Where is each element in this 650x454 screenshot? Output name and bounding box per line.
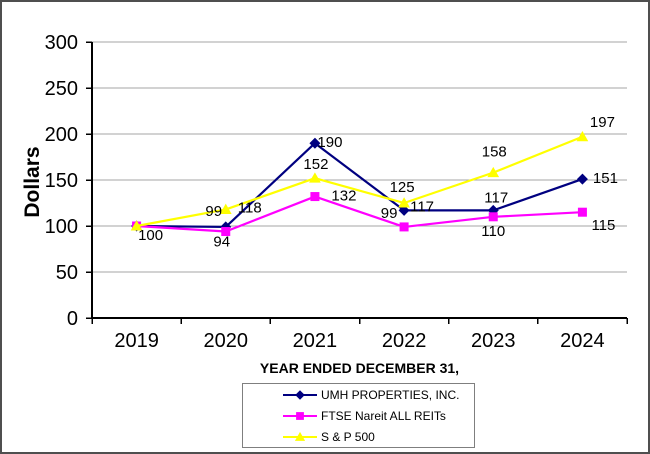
x-tick-label: 2020 bbox=[204, 330, 249, 352]
data-label: 151 bbox=[593, 170, 618, 187]
data-label: 110 bbox=[481, 223, 505, 240]
square-marker bbox=[399, 222, 409, 232]
square-marker bbox=[221, 227, 231, 237]
data-label: 94 bbox=[213, 234, 230, 251]
data-label: 100 bbox=[138, 227, 163, 244]
x-tick-label: 2021 bbox=[293, 330, 338, 352]
legend-item: S & P 500 bbox=[283, 428, 474, 446]
square-marker bbox=[577, 207, 587, 217]
y-tick-label: 100 bbox=[45, 216, 78, 238]
square-marker bbox=[488, 212, 498, 222]
legend-label: FTSE Nareit ALL REITs bbox=[321, 408, 446, 423]
series-line bbox=[136, 142, 583, 229]
diamond-marker bbox=[398, 204, 410, 216]
y-tick-label: 250 bbox=[45, 78, 78, 100]
data-label: 152 bbox=[303, 156, 328, 173]
diamond-marker bbox=[309, 137, 321, 149]
data-label: 99 bbox=[381, 205, 398, 222]
triangle-marker bbox=[576, 130, 589, 142]
legend-item: FTSE Nareit ALL REITs bbox=[283, 407, 474, 425]
triangle-marker bbox=[219, 203, 232, 214]
series-line bbox=[136, 195, 583, 233]
data-label: 158 bbox=[482, 144, 507, 161]
data-label: 118 bbox=[238, 199, 262, 216]
square-marker bbox=[296, 411, 304, 420]
triangle-marker bbox=[309, 172, 321, 183]
triangle-marker bbox=[294, 431, 306, 441]
x-axis-title: YEAR ENDED DECEMBER 31, bbox=[259, 360, 460, 376]
data-label: 117 bbox=[484, 189, 508, 206]
legend-label: S & P 500 bbox=[321, 429, 375, 444]
legend: UMH PROPERTIES, INC. FTSE Nareit ALL REI… bbox=[242, 383, 475, 448]
x-tick-label: 2024 bbox=[560, 330, 605, 352]
legend-square-marker-icon bbox=[283, 411, 317, 420]
legend-item: UMH PROPERTIES, INC. bbox=[283, 386, 474, 404]
y-axis-title: Dollars bbox=[21, 146, 44, 218]
y-tick-label: 0 bbox=[67, 308, 78, 330]
y-tick-label: 50 bbox=[56, 262, 78, 284]
data-label: 125 bbox=[390, 179, 415, 196]
x-tick-label: 2022 bbox=[382, 330, 427, 352]
data-label: 99 bbox=[205, 203, 222, 220]
data-label: 115 bbox=[591, 217, 615, 234]
legend-diamond-marker-icon bbox=[283, 389, 317, 400]
data-label: 197 bbox=[590, 114, 615, 131]
legend-label: UMH PROPERTIES, INC. bbox=[321, 387, 460, 402]
y-tick-label: 150 bbox=[45, 170, 78, 192]
triangle-marker bbox=[487, 166, 500, 178]
x-tick-label: 2019 bbox=[114, 330, 159, 352]
legend-triangle-marker-icon bbox=[283, 431, 317, 441]
triangle-marker bbox=[398, 197, 410, 208]
data-label: 117 bbox=[410, 198, 434, 215]
data-label: 190 bbox=[317, 134, 342, 151]
triangle-marker bbox=[130, 220, 143, 231]
square-marker bbox=[310, 192, 320, 202]
y-tick-label: 200 bbox=[45, 124, 78, 146]
series-line bbox=[136, 135, 583, 228]
data-label: 132 bbox=[331, 188, 356, 205]
y-tick-label: 300 bbox=[45, 32, 78, 54]
x-tick-label: 2023 bbox=[471, 330, 516, 352]
diamond-marker bbox=[295, 389, 305, 400]
diamond-marker bbox=[576, 173, 588, 185]
